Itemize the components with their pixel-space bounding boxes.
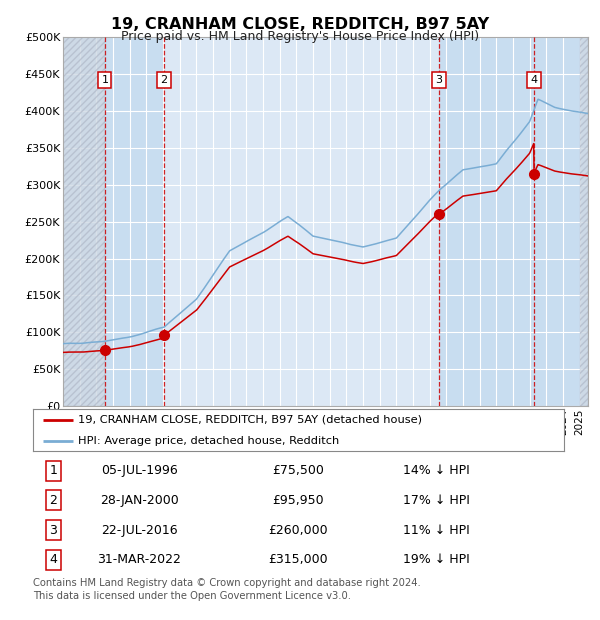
Bar xyxy=(63,37,105,406)
Bar xyxy=(164,37,439,406)
Text: 14% ↓ HPI: 14% ↓ HPI xyxy=(403,464,470,477)
Bar xyxy=(534,37,580,406)
Text: 1: 1 xyxy=(101,74,109,84)
Text: 19% ↓ HPI: 19% ↓ HPI xyxy=(403,554,470,566)
Text: £260,000: £260,000 xyxy=(269,524,328,536)
Text: 4: 4 xyxy=(530,74,538,84)
Text: 19, CRANHAM CLOSE, REDDITCH, B97 5AY (detached house): 19, CRANHAM CLOSE, REDDITCH, B97 5AY (de… xyxy=(78,415,422,425)
Text: Price paid vs. HM Land Registry's House Price Index (HPI): Price paid vs. HM Land Registry's House … xyxy=(121,30,479,43)
Text: 3: 3 xyxy=(49,524,57,536)
Text: 31-MAR-2022: 31-MAR-2022 xyxy=(97,554,181,566)
Bar xyxy=(105,37,164,406)
Text: Contains HM Land Registry data © Crown copyright and database right 2024.
This d: Contains HM Land Registry data © Crown c… xyxy=(33,578,421,601)
Text: 22-JUL-2016: 22-JUL-2016 xyxy=(101,524,178,536)
Text: 2: 2 xyxy=(161,74,168,84)
Text: 2: 2 xyxy=(49,494,57,507)
Text: 19, CRANHAM CLOSE, REDDITCH, B97 5AY: 19, CRANHAM CLOSE, REDDITCH, B97 5AY xyxy=(111,17,489,32)
Text: 1: 1 xyxy=(49,464,57,477)
Text: £315,000: £315,000 xyxy=(269,554,328,566)
Bar xyxy=(580,37,588,406)
Text: £95,950: £95,950 xyxy=(272,494,325,507)
Text: 17% ↓ HPI: 17% ↓ HPI xyxy=(403,494,470,507)
Text: £75,500: £75,500 xyxy=(272,464,325,477)
Text: 3: 3 xyxy=(436,74,443,84)
Text: 28-JAN-2000: 28-JAN-2000 xyxy=(100,494,179,507)
Bar xyxy=(439,37,534,406)
Text: 11% ↓ HPI: 11% ↓ HPI xyxy=(403,524,470,536)
Text: HPI: Average price, detached house, Redditch: HPI: Average price, detached house, Redd… xyxy=(78,436,340,446)
Text: 05-JUL-1996: 05-JUL-1996 xyxy=(101,464,178,477)
Text: 4: 4 xyxy=(49,554,57,566)
